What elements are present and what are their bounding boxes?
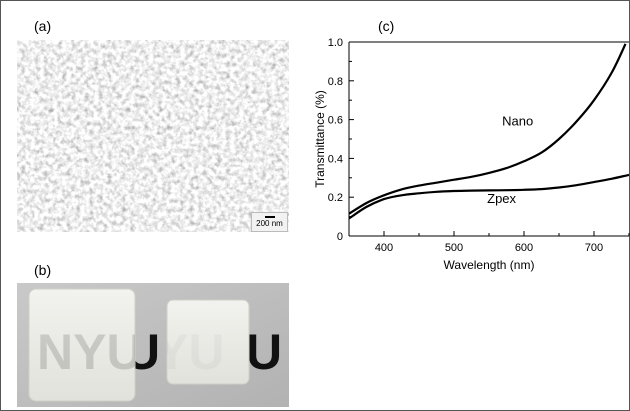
scale-bar-line bbox=[264, 216, 275, 218]
nano-sample-tile bbox=[28, 288, 136, 402]
sem-micrograph bbox=[17, 40, 289, 232]
zpex-sample-tile bbox=[166, 299, 250, 385]
right-sample-text: NYU bbox=[119, 324, 225, 380]
chart-series bbox=[348, 43, 630, 220]
x-axis-title: Wavelength (nm) bbox=[444, 258, 535, 272]
panel-c-label: (c) bbox=[378, 18, 395, 34]
letter-u-right: U bbox=[246, 324, 282, 380]
left-sample-text: NYU bbox=[37, 324, 143, 380]
transmittance-chart: 0 0.2 0.4 0.6 0.8 1.0 400 500 600 700 Wavelength … bbox=[313, 37, 630, 272]
x-tick-label: 700 bbox=[585, 242, 603, 254]
chart-axes: 0 0.2 0.4 0.6 0.8 1.0 400 500 600 700 bbox=[328, 37, 630, 254]
series-label-nano: Nano bbox=[502, 113, 533, 128]
y-tick-label: 0.2 bbox=[328, 192, 343, 204]
x-tick-label: 600 bbox=[515, 242, 533, 254]
panel-b-label: (b) bbox=[34, 262, 52, 278]
y-axis-title: Transmittance (%) bbox=[313, 90, 327, 188]
chart-labels: Wavelength (nm) Transmittance (%) Nano Zpex bbox=[313, 90, 534, 272]
y-tick-label: 1.0 bbox=[328, 37, 343, 49]
panel-a-label: (a) bbox=[34, 18, 52, 34]
series-line-zpex bbox=[348, 173, 630, 220]
x-tick-label: 400 bbox=[375, 242, 393, 254]
scale-bar-label: 200 nm bbox=[256, 219, 283, 228]
y-tick-label: 0 bbox=[337, 231, 343, 243]
scale-bar: 200 nm bbox=[251, 212, 288, 232]
series-label-zpex: Zpex bbox=[487, 191, 516, 206]
y-tick-label: 0.6 bbox=[328, 115, 343, 127]
y-tick-label: 0.8 bbox=[328, 76, 343, 88]
series-line-nano bbox=[348, 43, 627, 215]
sample-photo: U U NYU NYU bbox=[17, 283, 289, 407]
y-tick-label: 0.4 bbox=[328, 153, 343, 165]
x-tick-label: 500 bbox=[445, 242, 463, 254]
